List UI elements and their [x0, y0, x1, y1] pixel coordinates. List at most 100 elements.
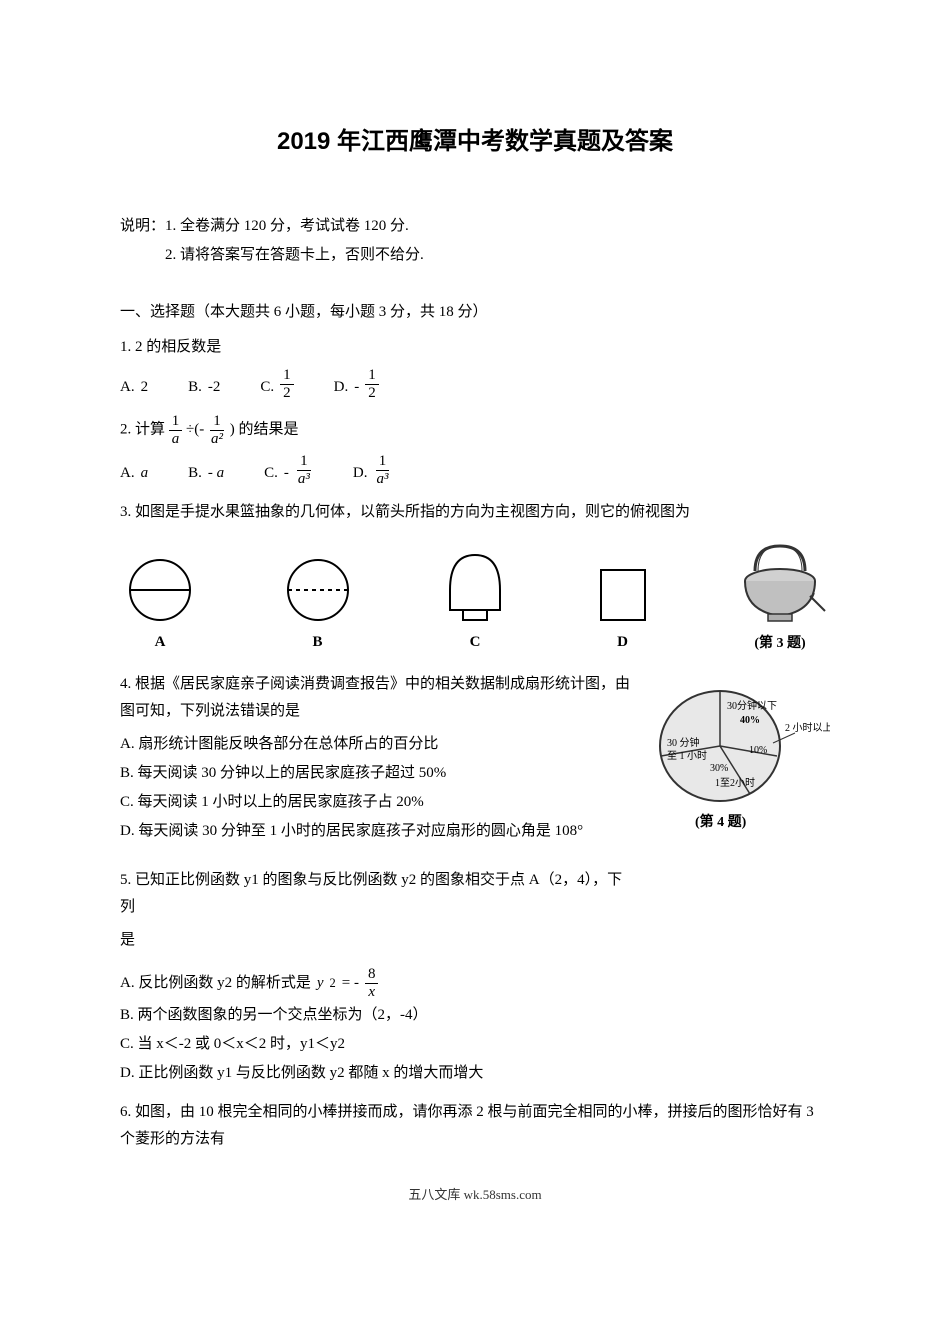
- q2-c-den: a³: [295, 471, 313, 488]
- q2-frac1: 1 a: [169, 413, 183, 447]
- q1-c-num: 1: [280, 367, 294, 385]
- q5-t1: 5. 已知正比例函数 y1 的图象与反比例函数 y2 的图象相交于点 A（2，4…: [120, 872, 622, 915]
- q2-f1-den: a: [169, 431, 183, 448]
- q3-label-b: B: [312, 629, 322, 656]
- q1-option-b: B. -2: [188, 374, 220, 401]
- q1-text: 1. 2 的相反数是: [120, 334, 830, 361]
- pie-t8: 1至2小时: [715, 777, 755, 789]
- circle-dashed-icon: [278, 555, 358, 625]
- spacer: [120, 847, 630, 867]
- q3-label-c: C: [470, 629, 481, 656]
- q5-text: 5. 已知正比例函数 y1 的图象与反比例函数 y2 的图象相交于点 A（2，4…: [120, 867, 630, 921]
- q1-d-den: 2: [365, 385, 379, 402]
- instructions-block: 说明：1. 全卷满分 120 分，考试试卷 120 分. 2. 请将答案写在答题…: [120, 213, 830, 269]
- q2-option-a: A. a: [120, 460, 148, 487]
- q4-caption: (第 4 题): [695, 813, 747, 830]
- q5-fraction: 8 x: [365, 966, 379, 1000]
- pie-t2: 40%: [740, 715, 760, 726]
- q5-a-prefix: A. 反比例函数 y2 的解析式是: [120, 970, 311, 997]
- q1-b-label: B.: [188, 374, 202, 401]
- q5-eq: = -: [342, 970, 359, 997]
- question-1: 1. 2 的相反数是 A. 2 B. -2 C. 1 2 D. - 1 2: [120, 334, 830, 401]
- pie-t7: 30%: [710, 763, 728, 774]
- question-3: 3. 如图是手提水果篮抽象的几何体，以箭头所指的方向为主视图方向，则它的俯视图为…: [120, 499, 830, 656]
- q5-num: 8: [365, 966, 379, 984]
- q5-option-c: C. 当 x＜-2 或 0＜x＜2 时，y1＜y2: [120, 1031, 830, 1058]
- q5-option-a: A. 反比例函数 y2 的解析式是 y2 = - 8 x: [120, 966, 830, 1000]
- q3-image-b: B: [278, 555, 358, 656]
- circle-line-icon: [120, 555, 200, 625]
- q1-options: A. 2 B. -2 C. 1 2 D. - 1 2: [120, 367, 830, 401]
- q1-d-minus: -: [354, 374, 359, 401]
- instruction-line-2: 2. 请将答案写在答题卡上，否则不给分.: [120, 242, 830, 269]
- question-2: 2. 计算 1 a ÷(- 1 a² ) 的结果是 A. a B. - a C.…: [120, 413, 830, 487]
- q3-image-d: D: [593, 555, 653, 656]
- q1-d-label: D.: [334, 374, 349, 401]
- q3-text: 3. 如图是手提水果篮抽象的几何体，以箭头所指的方向为主视图方向，则它的俯视图为: [120, 499, 830, 526]
- q5-den: x: [365, 984, 378, 1001]
- q1-c-fraction: 1 2: [280, 367, 294, 401]
- q2-frac2: 1 a²: [208, 413, 226, 447]
- pie-t1: 30分钟以下: [727, 699, 777, 712]
- q5-option-d: D. 正比例函数 y1 与反比例函数 y2 都随 x 的增大而增大: [120, 1060, 830, 1087]
- q1-option-a: A. 2: [120, 374, 148, 401]
- section-1-header: 一、选择题（本大题共 6 小题，每小题 3 分，共 18 分）: [120, 299, 830, 326]
- q3-label-a: A: [155, 629, 166, 656]
- q1-d-num: 1: [365, 367, 379, 385]
- q2-options: A. a B. - a C. - 1 a³ D. 1 a³: [120, 453, 830, 487]
- exam-title: 2019 年江西鹰潭中考数学真题及答案: [120, 120, 830, 163]
- pie-t5: 30 分钟: [667, 736, 700, 749]
- instruction-line-1: 说明：1. 全卷满分 120 分，考试试卷 120 分.: [120, 213, 830, 240]
- q4-pie-chart: 30分钟以下 40% 10% 30 分钟 至 1 小时 30% 1至2小时 2 …: [645, 671, 830, 841]
- q3-images: A B C D: [120, 541, 830, 656]
- q2-f2-den: a²: [208, 431, 226, 448]
- pie-chart-icon: 30分钟以下 40% 10% 30 分钟 至 1 小时 30% 1至2小时 2 …: [645, 671, 830, 831]
- q2-divide: ÷(-: [186, 422, 204, 438]
- q4-text: 4. 根据《居民家庭亲子阅读消费调查报告》中的相关数据制成扇形统计图，由图可知，…: [120, 671, 630, 725]
- q2-d-num: 1: [376, 453, 390, 471]
- q3-image-c: C: [435, 545, 515, 656]
- q3-basket-image: (第 3 题): [730, 541, 830, 656]
- pie-t6: 至 1 小时: [667, 750, 707, 762]
- q2-d-den: a³: [373, 471, 391, 488]
- q2-c-fraction: 1 a³: [295, 453, 313, 487]
- q1-a-value: 2: [141, 374, 149, 401]
- q1-option-d: D. - 1 2: [334, 367, 379, 401]
- question-6: 6. 如图，由 10 根完全相同的小棒拼接而成，请你再添 2 根与前面完全相同的…: [120, 1099, 830, 1153]
- q4-option-a: A. 扇形统计图能反映各部分在总体所占的百分比: [120, 731, 630, 758]
- q5-text2: 是: [120, 927, 630, 954]
- q2-c-label: C.: [264, 460, 278, 487]
- question-5-options: A. 反比例函数 y2 的解析式是 y2 = - 8 x B. 两个函数图象的另…: [120, 966, 830, 1087]
- q2-b-label: B.: [188, 460, 202, 487]
- q2-suffix: 的结果是: [239, 422, 299, 438]
- q2-a-label: A.: [120, 460, 135, 487]
- q4-content: 4. 根据《居民家庭亲子阅读消费调查报告》中的相关数据制成扇形统计图，由图可知，…: [120, 671, 630, 954]
- q2-d-fraction: 1 a³: [373, 453, 391, 487]
- rectangle-icon: [593, 555, 653, 625]
- q2-prefix: 2. 计算: [120, 422, 169, 438]
- q1-c-den: 2: [280, 385, 294, 402]
- q2-option-d: D. 1 a³: [353, 453, 392, 487]
- q3-label-d: D: [617, 629, 628, 656]
- q2-a-value: a: [141, 460, 149, 487]
- q4-option-d: D. 每天阅读 30 分钟至 1 小时的居民家庭孩子对应扇形的圆心角是 108°: [120, 818, 630, 845]
- page-footer: 五八文库 wk.58sms.com: [120, 1183, 830, 1206]
- q2-f1-num: 1: [169, 413, 183, 431]
- q1-a-label: A.: [120, 374, 135, 401]
- q5-y2: y: [317, 970, 324, 997]
- q3-caption: (第 3 题): [754, 631, 805, 656]
- q4-option-b: B. 每天阅读 30 分钟以上的居民家庭孩子超过 50%: [120, 760, 630, 787]
- pie-t4: 10%: [749, 745, 767, 756]
- q1-c-label: C.: [260, 374, 274, 401]
- q2-option-c: C. - 1 a³: [264, 453, 313, 487]
- q2-text: 2. 计算 1 a ÷(- 1 a² ) 的结果是: [120, 413, 830, 447]
- q1-option-c: C. 1 2: [260, 367, 293, 401]
- pie-t3: 2 小时以上: [785, 722, 830, 734]
- dome-shape-icon: [435, 545, 515, 625]
- q3-image-a: A: [120, 555, 200, 656]
- q2-f2-num: 1: [210, 413, 224, 431]
- question-4: 4. 根据《居民家庭亲子阅读消费调查报告》中的相关数据制成扇形统计图，由图可知，…: [120, 671, 830, 954]
- q1-d-fraction: 1 2: [365, 367, 379, 401]
- q4-option-c: C. 每天阅读 1 小时以上的居民家庭孩子占 20%: [120, 789, 630, 816]
- q6-text: 6. 如图，由 10 根完全相同的小棒拼接而成，请你再添 2 根与前面完全相同的…: [120, 1099, 830, 1153]
